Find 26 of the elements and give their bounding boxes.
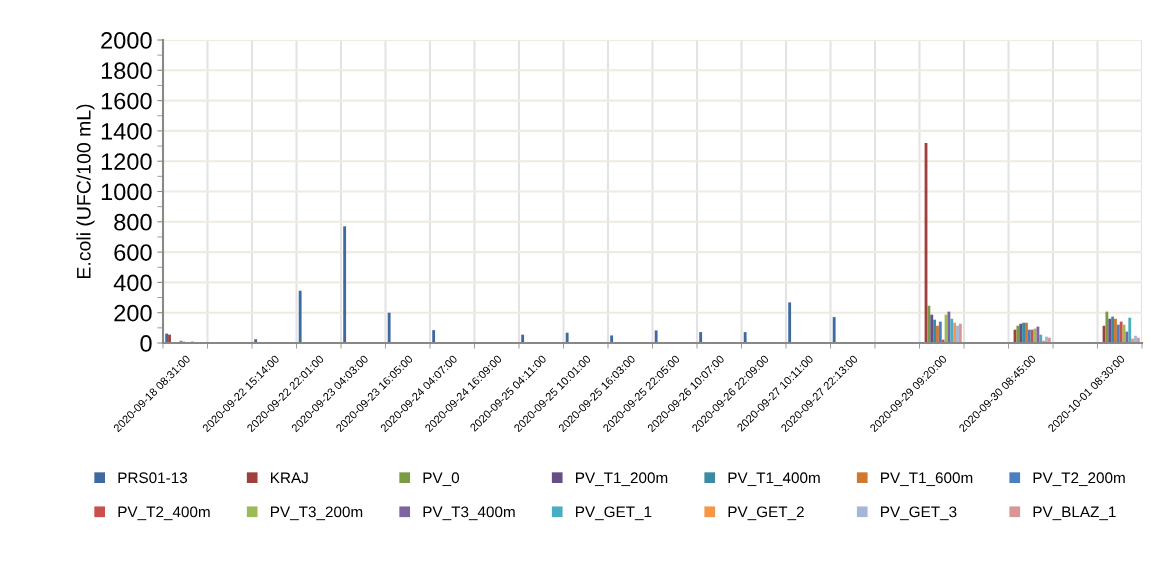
y-tick-label: 2000 (101, 32, 152, 49)
y-tick-label: 200 (114, 304, 152, 322)
legend-label: PV_T1_400m (728, 472, 820, 487)
legend-label: PRS01-13 (118, 472, 188, 484)
legend-label: PV_T3_400m (423, 506, 515, 521)
legend-label: PV_GET_3 (881, 506, 957, 521)
y-tick-label: 600 (114, 244, 152, 261)
y-axis-title: E.coli (UFC/100 mL) (76, 104, 95, 278)
legend-label: PV_T2_400m (118, 506, 210, 521)
legend-label: PV_T3_200m (271, 506, 363, 521)
y-tick-label: 800 (114, 213, 152, 231)
legend-label: PV_GET_1 (576, 506, 652, 521)
legend-label: PV_T2_200m (1033, 472, 1125, 487)
y-tick-label: 1000 (101, 183, 152, 201)
legend-label: PV_0 (423, 472, 460, 487)
y-tick-label: 400 (113, 274, 152, 292)
legend-label: PV_T1_600m (881, 472, 973, 487)
legend-label: KRAJ (271, 472, 308, 484)
y-tick-label: 1400 (101, 122, 152, 140)
legend-label: PV_BLAZ_1 (1033, 506, 1116, 521)
legend-label: PV_T1_200m (576, 472, 668, 487)
y-tick-label: 1200 (101, 153, 152, 170)
legend-label: PV_GET_2 (728, 506, 804, 521)
y-tick-label: 1800 (101, 62, 152, 80)
y-tick-label: 1600 (101, 92, 152, 110)
y-tick-label: 0 (140, 335, 152, 352)
